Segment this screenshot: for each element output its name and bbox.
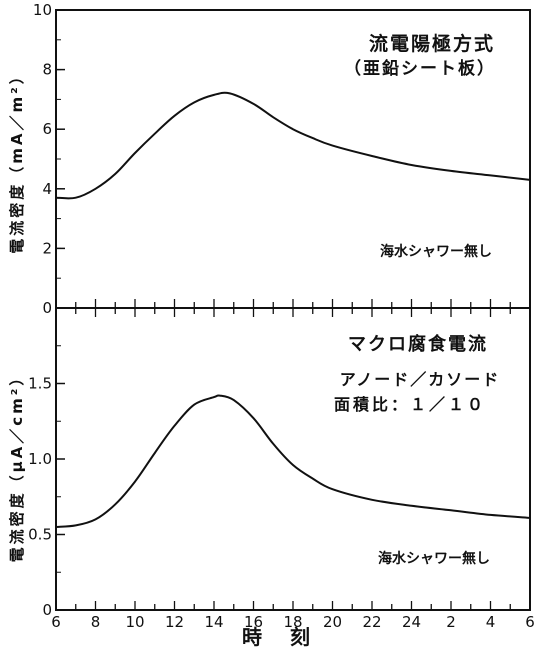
bottom-series-line <box>55 394 531 528</box>
bottom-y-axis-label: 電流密度（μA／cm²） <box>8 368 26 563</box>
x-tick-label: 20 <box>323 613 342 631</box>
x-tick-label: 4 <box>486 613 496 631</box>
bottom-annotation: 海水シャワー無し <box>378 550 490 567</box>
bottom-subtitle-2: 面積比：１／１０ <box>334 395 486 414</box>
x-axis-label: 時刻 <box>242 625 338 649</box>
top-y-axis-label: 電流密度（mA／m²） <box>8 66 26 253</box>
x-tick-label: 12 <box>165 613 184 631</box>
top-y-tick-label: 8 <box>42 61 52 79</box>
top-y-tick-label: 4 <box>42 180 52 198</box>
top-annotation: 海水シャワー無し <box>380 243 492 260</box>
x-tick-label: 14 <box>204 613 223 631</box>
bottom-y-tick-label: 0.5 <box>28 526 52 544</box>
x-tick-label: 16 <box>244 613 263 631</box>
x-tick-label: 8 <box>91 613 101 631</box>
x-tick-label: 6 <box>525 613 535 631</box>
x-tick-label: 6 <box>51 613 61 631</box>
x-tick-label: 2 <box>446 613 456 631</box>
top-subtitle: （亜鉛シート板） <box>344 58 496 79</box>
bottom-title: マクロ腐食電流 <box>348 333 488 355</box>
x-tick-label: 10 <box>125 613 144 631</box>
x-tick-label: 18 <box>283 613 302 631</box>
bottom-y-tick-label: 1.0 <box>28 450 52 468</box>
top-y-tick-label: 6 <box>42 120 52 138</box>
x-tick-label: 22 <box>362 613 381 631</box>
bottom-y-tick-label: 1.5 <box>28 375 52 393</box>
top-y-tick-label: 0 <box>42 299 52 317</box>
top-y-tick-label: 2 <box>42 239 52 257</box>
top-y-tick-label: 10 <box>33 1 52 19</box>
bottom-y-tick-label: 0 <box>42 601 52 619</box>
x-tick-label: 24 <box>402 613 421 631</box>
bottom-subtitle: アノード／カソード <box>340 370 501 389</box>
top-series-line <box>55 91 531 200</box>
top-title: 流電陽極方式 <box>369 32 495 55</box>
